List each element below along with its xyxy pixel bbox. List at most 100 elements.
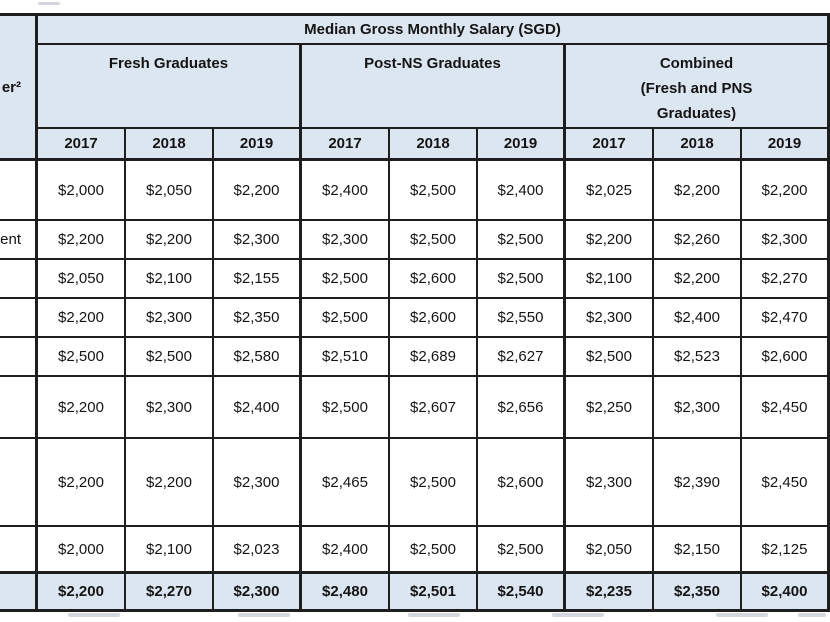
salary-cell: $2,300 <box>566 439 654 527</box>
salary-cell: $2,689 <box>390 338 478 377</box>
row-header-column-label-fragment: er² <box>0 16 38 161</box>
row-label-fragment <box>0 574 38 609</box>
cutoff-text-artifact-bottom <box>552 613 604 617</box>
salary-cell: $2,400 <box>214 377 302 439</box>
salary-cell: $2,100 <box>126 260 214 299</box>
year-header: 2019 <box>478 129 566 161</box>
salary-cell: $2,550 <box>478 299 566 338</box>
table-row: $2,200 $2,300 $2,400 $2,500 $2,607 $2,65… <box>0 377 830 439</box>
group-header-row: Fresh Graduates Post-NS Graduates Combin… <box>38 45 830 129</box>
salary-cell: $2,500 <box>478 527 566 574</box>
cutoff-text-artifact-bottom <box>798 613 826 617</box>
salary-cell: $2,000 <box>38 161 126 221</box>
salary-cell: $2,500 <box>302 377 390 439</box>
salary-cell-total: $2,350 <box>654 574 742 609</box>
row-label-fragment <box>0 439 38 527</box>
salary-cell: $2,300 <box>566 299 654 338</box>
salary-cell: $2,600 <box>390 260 478 299</box>
salary-cell: $2,100 <box>566 260 654 299</box>
salary-cell: $2,200 <box>654 260 742 299</box>
salary-cell: $2,500 <box>126 338 214 377</box>
year-header: 2019 <box>214 129 302 161</box>
salary-cell: $2,050 <box>566 527 654 574</box>
salary-cell: $2,500 <box>390 221 478 260</box>
row-label-fragment <box>0 299 38 338</box>
table-title: Median Gross Monthly Salary (SGD) <box>38 16 830 45</box>
salary-cell: $2,400 <box>654 299 742 338</box>
table-row: ent $2,200 $2,200 $2,300 $2,300 $2,500 $… <box>0 221 830 260</box>
year-header: 2018 <box>654 129 742 161</box>
salary-cell: $2,300 <box>742 221 830 260</box>
table-row: $2,500 $2,500 $2,580 $2,510 $2,689 $2,62… <box>0 338 830 377</box>
salary-cell: $2,500 <box>566 338 654 377</box>
salary-cell: $2,050 <box>126 161 214 221</box>
salary-cell: $2,200 <box>38 221 126 260</box>
salary-cell: $2,607 <box>390 377 478 439</box>
group-header-post-ns-graduates: Post-NS Graduates <box>302 45 566 129</box>
row-label-fragment <box>0 527 38 574</box>
salary-cell: $2,200 <box>38 377 126 439</box>
salary-cell: $2,450 <box>742 377 830 439</box>
year-header: 2018 <box>126 129 214 161</box>
salary-cell: $2,000 <box>38 527 126 574</box>
table-row: $2,000 $2,100 $2,023 $2,400 $2,500 $2,50… <box>0 527 830 574</box>
cutoff-text-artifact-bottom <box>408 613 460 617</box>
salary-cell: $2,125 <box>742 527 830 574</box>
salary-cell: $2,300 <box>126 299 214 338</box>
salary-cell: $2,450 <box>742 439 830 527</box>
row-label-fragment <box>0 377 38 439</box>
salary-cell-total: $2,501 <box>390 574 478 609</box>
year-header: 2018 <box>390 129 478 161</box>
salary-cell: $2,656 <box>478 377 566 439</box>
salary-cell: $2,200 <box>654 161 742 221</box>
salary-cell: $2,400 <box>302 161 390 221</box>
row-label-fragment <box>0 161 38 221</box>
salary-cell: $2,200 <box>38 299 126 338</box>
header-right: Median Gross Monthly Salary (SGD) Fresh … <box>38 16 830 161</box>
cutoff-text-artifact-bottom <box>238 613 290 617</box>
salary-cell: $2,270 <box>742 260 830 299</box>
salary-cell: $2,200 <box>742 161 830 221</box>
salary-cell: $2,260 <box>654 221 742 260</box>
salary-cell-total: $2,300 <box>214 574 302 609</box>
year-header: 2017 <box>566 129 654 161</box>
salary-cell: $2,400 <box>302 527 390 574</box>
row-label-fragment <box>0 260 38 299</box>
group-header-combined: Combined (Fresh and PNS Graduates) <box>566 45 830 129</box>
salary-cell-total: $2,480 <box>302 574 390 609</box>
salary-cell: $2,627 <box>478 338 566 377</box>
table-row: $2,050 $2,100 $2,155 $2,500 $2,600 $2,50… <box>0 260 830 299</box>
salary-cell: $2,500 <box>478 221 566 260</box>
salary-cell: $2,500 <box>302 299 390 338</box>
year-header-row: 2017 2018 2019 2017 2018 2019 2017 2018 … <box>38 129 830 161</box>
salary-cell: $2,600 <box>742 338 830 377</box>
salary-cell: $2,050 <box>38 260 126 299</box>
row-label-fragment <box>0 338 38 377</box>
salary-cell-total: $2,235 <box>566 574 654 609</box>
salary-cell: $2,155 <box>214 260 302 299</box>
salary-cell: $2,580 <box>214 338 302 377</box>
salary-cell: $2,500 <box>390 527 478 574</box>
salary-cell: $2,350 <box>214 299 302 338</box>
year-header: 2017 <box>302 129 390 161</box>
cutoff-text-artifact-top <box>38 2 60 5</box>
salary-cell: $2,390 <box>654 439 742 527</box>
salary-cell: $2,150 <box>654 527 742 574</box>
salary-cell: $2,510 <box>302 338 390 377</box>
salary-cell: $2,200 <box>566 221 654 260</box>
salary-cell: $2,300 <box>654 377 742 439</box>
salary-table: er² Median Gross Monthly Salary (SGD) Fr… <box>0 13 830 612</box>
salary-cell: $2,500 <box>390 439 478 527</box>
salary-cell: $2,600 <box>390 299 478 338</box>
salary-cell: $2,200 <box>214 161 302 221</box>
salary-cell: $2,200 <box>126 221 214 260</box>
salary-cell: $2,100 <box>126 527 214 574</box>
salary-cell: $2,500 <box>390 161 478 221</box>
salary-cell: $2,300 <box>214 221 302 260</box>
table-row: $2,000 $2,050 $2,200 $2,400 $2,500 $2,40… <box>0 161 830 221</box>
salary-cell: $2,400 <box>478 161 566 221</box>
salary-cell-total: $2,540 <box>478 574 566 609</box>
salary-cell: $2,500 <box>38 338 126 377</box>
salary-cell: $2,025 <box>566 161 654 221</box>
salary-cell-total: $2,270 <box>126 574 214 609</box>
